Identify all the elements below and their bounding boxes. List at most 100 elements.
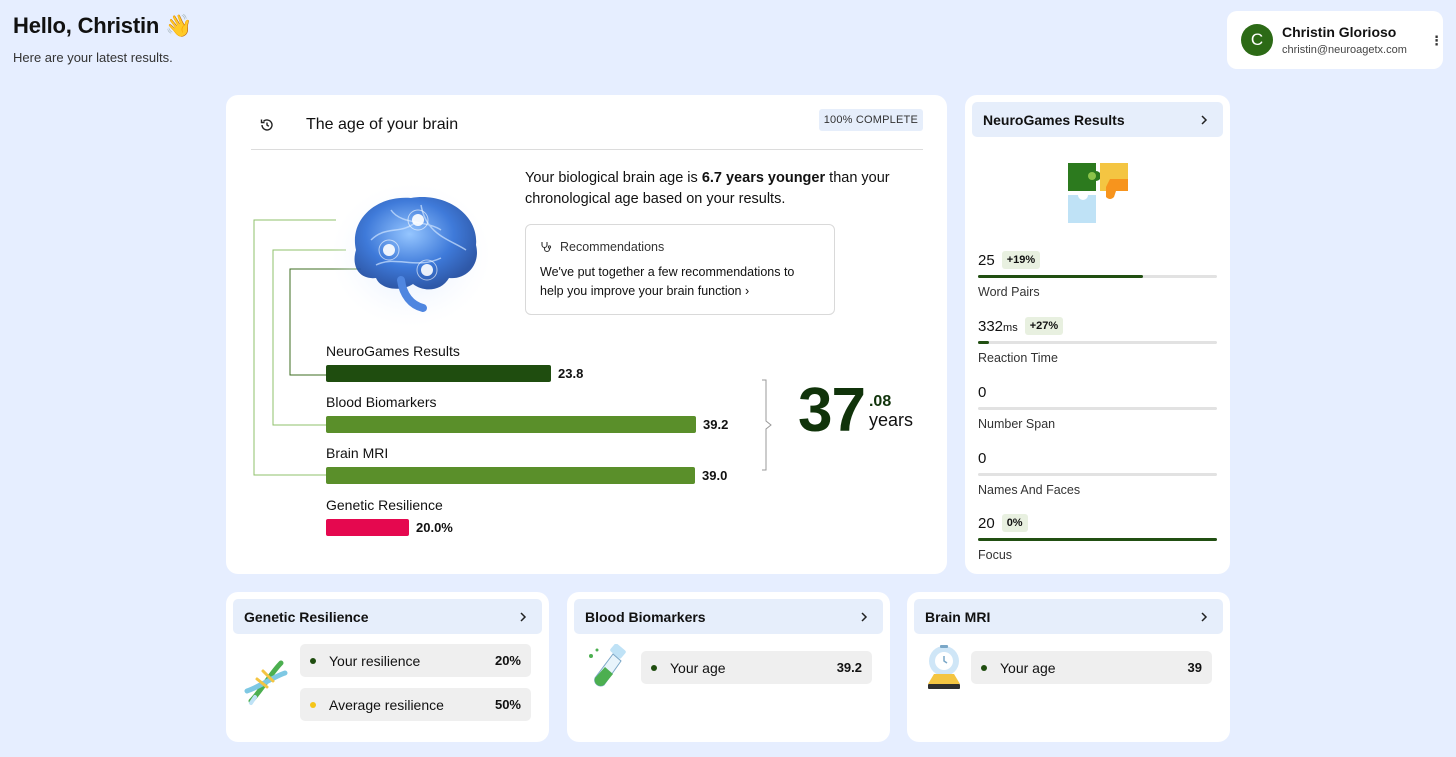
metric-fill	[978, 275, 1143, 278]
avatar: C	[1241, 24, 1273, 56]
brain-age-header: The age of your brain 100% COMPLETE	[251, 109, 923, 150]
bar-genetic-resilience: Genetic Resilience 20.0%	[326, 497, 453, 536]
metric-value: 332ms	[978, 317, 1018, 335]
metric-track	[978, 407, 1217, 410]
neurogames-title: NeuroGames Results	[983, 111, 1125, 128]
metric-name: Word Pairs	[978, 285, 1040, 299]
bar-fill	[326, 467, 695, 484]
metric-focus: 20 0% Focus	[978, 513, 1217, 562]
neurogames-header[interactable]: NeuroGames Results	[972, 102, 1223, 137]
metric-change-badge: 0%	[1001, 514, 1028, 532]
kebab-menu-icon[interactable]: ⋮	[1430, 32, 1443, 48]
bar-value: 39.2	[703, 417, 729, 432]
stat-your-resilience: Your resilience 20%	[300, 644, 531, 677]
bar-brain-mri: Brain MRI 39.0	[326, 445, 727, 484]
greeting-subtitle: Here are your latest results.	[13, 50, 173, 65]
mri-header[interactable]: Brain MRI	[914, 599, 1223, 634]
chevron-right-icon[interactable]	[859, 611, 869, 623]
metric-change-badge: +19%	[1001, 251, 1041, 269]
age-unit: years	[868, 410, 913, 430]
genetic-resilience-card: Genetic Resilience Your resilience 20% A…	[226, 592, 549, 742]
metric-track	[978, 538, 1217, 541]
bar-label: Genetic Resilience	[326, 497, 443, 513]
bar-fill	[326, 365, 551, 382]
neurogames-card: NeuroGames Results 25 +19% Word Pairs 33…	[965, 95, 1230, 574]
dna-icon	[244, 660, 288, 705]
bar-value: 39.0	[702, 468, 728, 483]
test-tube-icon	[589, 644, 626, 687]
summary-prefix: Your biological brain age is	[525, 170, 702, 186]
brain-age-title: The age of your brain	[306, 116, 459, 133]
bar-fill	[326, 416, 696, 433]
age-decimal: .08	[868, 393, 892, 410]
bar-label: Brain MRI	[326, 445, 389, 461]
stat-value: 50%	[494, 697, 521, 712]
blood-header[interactable]: Blood Biomarkers	[574, 599, 883, 634]
metric-name: Reaction Time	[978, 351, 1058, 365]
stat-label: Average resilience	[329, 696, 444, 713]
bar-neurogames: NeuroGames Results 23.8	[326, 343, 583, 382]
bracket-icon	[762, 379, 772, 471]
metric-fill	[978, 341, 989, 344]
metric-change-badge: +27%	[1024, 317, 1064, 335]
user-card[interactable]: C Christin Glorioso christin@neuroagetx.…	[1227, 11, 1443, 69]
metric-track	[978, 341, 1217, 344]
mri-title: Brain MRI	[925, 608, 991, 625]
bar-blood-biomarkers: Blood Biomarkers 39.2	[326, 394, 728, 433]
complete-badge: 100% COMPLETE	[818, 109, 923, 131]
stat-value: 39.2	[836, 660, 862, 675]
stat-label: Your age	[670, 659, 726, 676]
metric-word-pairs: 25 +19% Word Pairs	[978, 250, 1217, 299]
brain-age-card: The age of your brain 100% COMPLETE	[226, 95, 947, 574]
metric-name: Number Span	[978, 417, 1056, 431]
stat-your-age: Your age 39.2	[641, 651, 872, 684]
brain-age-summary: Your biological brain age is 6.7 years y…	[525, 168, 925, 210]
stethoscope-icon	[541, 242, 552, 253]
bar-value: 20.0%	[416, 520, 453, 535]
blood-title: Blood Biomarkers	[585, 608, 706, 625]
puzzle-icon	[1068, 163, 1128, 223]
brain-age-value: 37 .08 years	[798, 380, 913, 442]
greeting-title: Hello, Christin 👋	[13, 13, 193, 38]
stat-average-resilience: Average resilience 50%	[300, 688, 531, 721]
status-dot	[981, 664, 987, 671]
brain-image	[331, 183, 491, 327]
stat-your-age: Your age 39	[971, 651, 1212, 684]
recommendations-link[interactable]: We've put together a few recommendations…	[540, 265, 795, 298]
metric-fill	[978, 538, 1217, 541]
status-dot	[651, 664, 657, 671]
mri-scanner-icon	[928, 645, 960, 689]
chevron-right-icon[interactable]	[518, 611, 528, 623]
user-email: christin@neuroagetx.com	[1282, 44, 1407, 56]
stat-label: Your age	[1000, 659, 1056, 676]
status-dot	[310, 657, 316, 664]
bar-value: 23.8	[558, 366, 584, 381]
stat-value: 39	[1187, 660, 1202, 675]
status-dot	[310, 701, 316, 708]
genetic-header[interactable]: Genetic Resilience	[233, 599, 542, 634]
recommendations-title: Recommendations	[560, 240, 665, 254]
summary-bold: 6.7 years younger	[701, 170, 826, 186]
stat-label: Your resilience	[329, 652, 421, 669]
recommendations-header: Recommendations	[540, 240, 820, 254]
metric-name: Names And Faces	[978, 483, 1081, 497]
bar-fill	[326, 519, 409, 536]
chevron-right-icon[interactable]	[1199, 114, 1209, 126]
metric-value: 25	[978, 251, 995, 269]
recommendations-box[interactable]: Recommendations We've put together a few…	[525, 224, 835, 315]
bar-label: Blood Biomarkers	[326, 394, 437, 410]
history-icon	[260, 119, 273, 131]
stat-value: 20%	[494, 653, 521, 668]
brain-mri-card: Brain MRI Your age 39	[907, 592, 1230, 742]
metric-track	[978, 473, 1217, 476]
metric-names-and-faces: 0 Names And Faces	[978, 448, 1217, 497]
greeting: Hello, Christin 👋 Here are your latest r…	[13, 13, 192, 65]
metric-value: 0	[978, 449, 987, 467]
user-name: Christin Glorioso	[1282, 24, 1397, 40]
blood-biomarkers-card: Blood Biomarkers Your age 39.2	[567, 592, 890, 742]
bar-label: NeuroGames Results	[326, 343, 460, 359]
user-info: Christin Glorioso christin@neuroagetx.co…	[1282, 24, 1420, 56]
metric-value: 20	[978, 514, 995, 532]
metric-name: Focus	[978, 548, 1013, 562]
chevron-right-icon[interactable]	[1199, 611, 1209, 623]
